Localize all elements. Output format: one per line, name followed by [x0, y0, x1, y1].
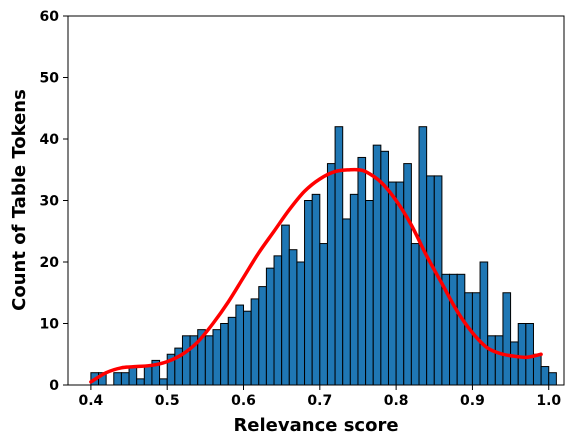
histogram-bar	[136, 378, 145, 386]
density-curve	[89, 167, 543, 384]
y-tick-label: 0	[49, 378, 59, 394]
y-tick-label: 30	[40, 194, 60, 210]
histogram-bar	[181, 335, 191, 386]
bars-layer	[90, 126, 557, 386]
histogram-bar	[281, 224, 290, 386]
histogram-bar	[540, 366, 550, 386]
histogram-bar	[243, 310, 252, 386]
histogram-bar	[311, 193, 321, 386]
histogram-bar	[410, 243, 420, 386]
histogram-bar	[487, 335, 496, 386]
x-tick-label: 1.0	[536, 393, 561, 409]
y-axis-label: Count of Table Tokens	[9, 89, 30, 311]
histogram-bar	[250, 298, 260, 386]
histogram-bar	[548, 372, 557, 386]
histogram-bar	[494, 335, 504, 386]
y-tick-label: 20	[40, 255, 60, 271]
histogram-bar	[128, 366, 138, 386]
histogram-bar	[449, 273, 458, 386]
histogram-bar	[120, 372, 130, 386]
histogram-bar	[265, 267, 275, 386]
histogram-bar	[426, 175, 435, 386]
histogram-bar	[204, 335, 214, 386]
histogram-bar	[525, 323, 534, 386]
x-tick-label: 0.8	[384, 393, 409, 409]
histogram-bar	[357, 156, 367, 386]
histogram-bar	[334, 126, 344, 386]
histogram-bar	[349, 193, 359, 386]
histogram-bar	[479, 261, 489, 386]
histogram-bar	[464, 292, 473, 386]
y-tick-label: 50	[40, 71, 60, 87]
x-axis-ticks: 0.4 0.5 0.6 0.7 0.8 0.9 1.0	[78, 385, 561, 409]
histogram-bar	[227, 316, 237, 386]
histogram-bar	[387, 181, 397, 386]
histogram-bar	[143, 366, 153, 386]
histogram-bar	[220, 323, 229, 386]
y-tick-label: 60	[40, 9, 60, 25]
histogram-bar	[517, 323, 527, 386]
x-axis-label: Relevance score	[233, 415, 398, 436]
histogram-bar	[456, 273, 466, 386]
histogram-bar	[159, 378, 168, 386]
x-tick-label: 0.4	[78, 393, 103, 409]
histogram-bar	[288, 249, 298, 386]
histogram-bar	[326, 163, 336, 386]
histogram-bar	[365, 200, 374, 386]
histogram-bar	[319, 243, 328, 386]
x-tick-label: 0.5	[155, 393, 180, 409]
histogram-bar	[532, 353, 542, 386]
histogram-bar	[502, 292, 512, 386]
y-axis-ticks: 0 10 20 30 40 50 60	[40, 9, 68, 394]
histogram-bar	[403, 163, 412, 386]
x-tick-label: 0.7	[307, 393, 332, 409]
histogram-bar	[235, 304, 245, 386]
y-tick-label: 10	[40, 317, 60, 333]
histogram-bar	[510, 341, 519, 386]
histogram-bar	[212, 329, 222, 386]
histogram-bar	[273, 255, 283, 386]
x-tick-label: 0.9	[460, 393, 485, 409]
histogram-bar	[258, 286, 267, 386]
histogram-bar	[113, 372, 122, 386]
y-tick-label: 40	[40, 132, 60, 148]
histogram-bar	[342, 218, 351, 386]
histogram-bar	[304, 200, 313, 386]
x-tick-label: 0.6	[231, 393, 256, 409]
histogram-bar	[296, 261, 306, 386]
